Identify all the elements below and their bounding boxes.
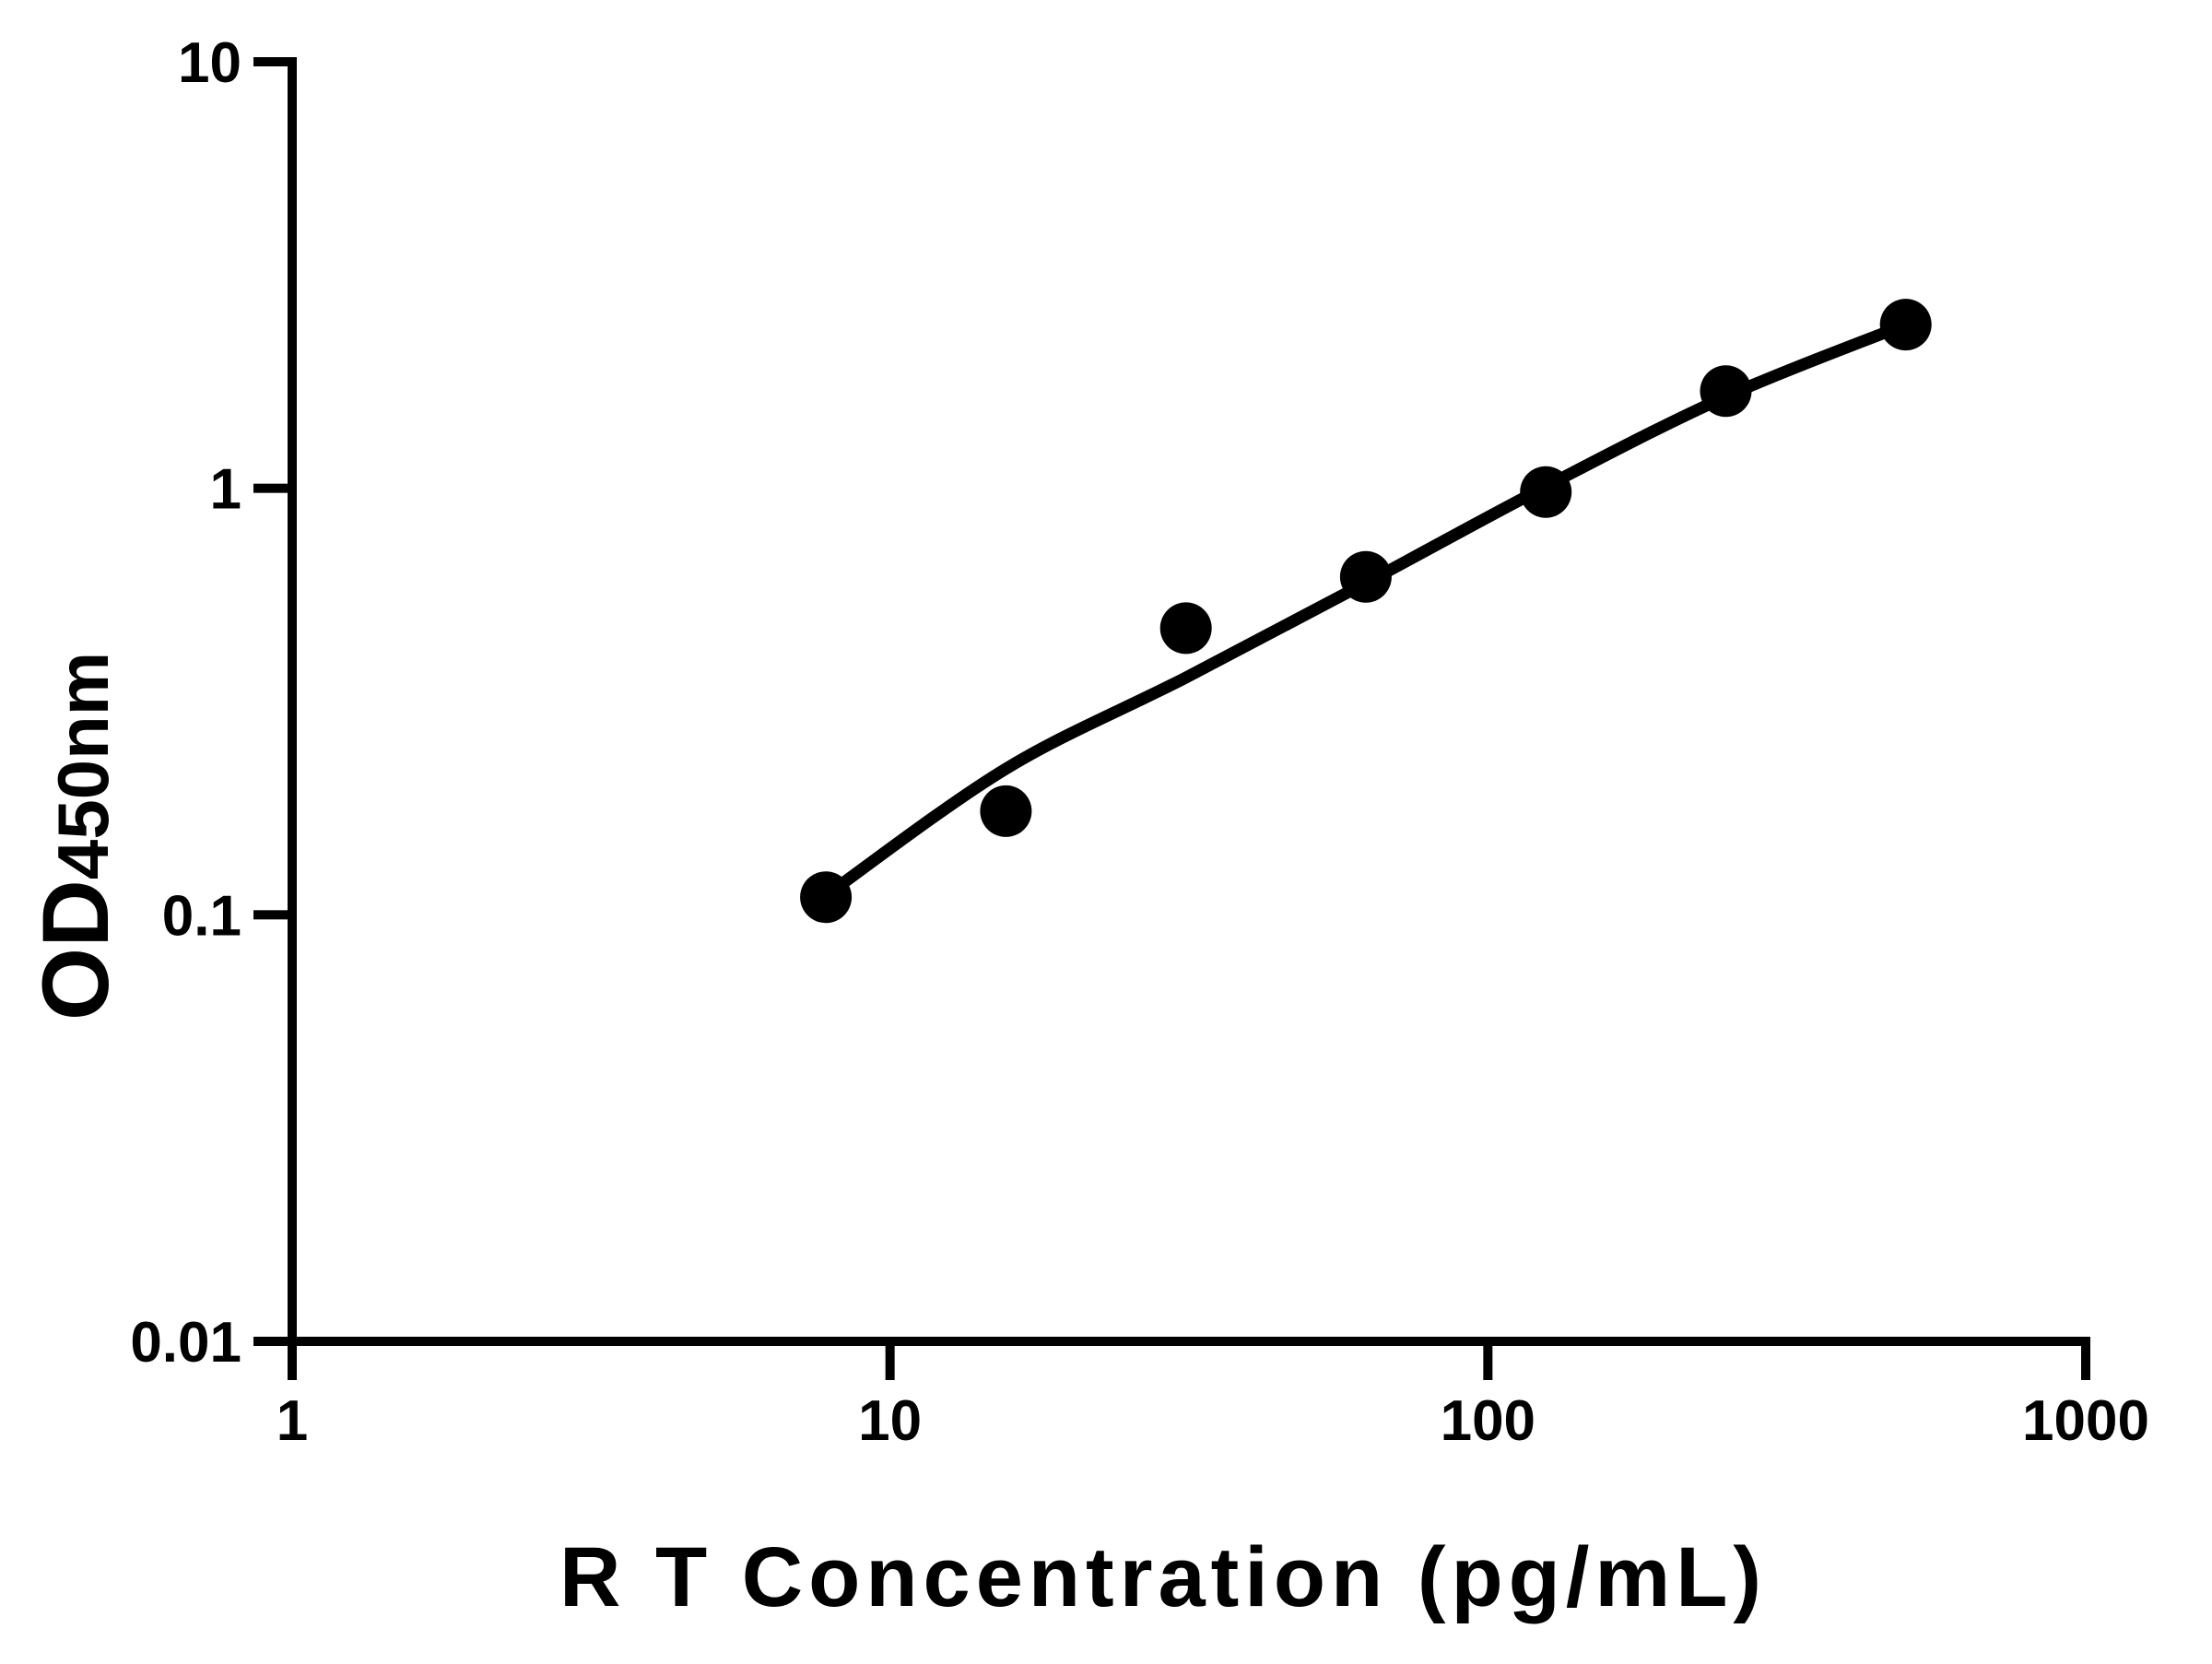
data-point: [1159, 602, 1212, 655]
data-points: [800, 299, 1932, 924]
y-tick: [253, 910, 292, 920]
y-axis-title-subscript: 450nm: [42, 652, 124, 879]
data-point: [800, 871, 853, 924]
y-tick: [253, 57, 292, 66]
y-tick: [253, 483, 292, 493]
x-tick: [1483, 1344, 1493, 1380]
x-axis-spine: [288, 1337, 2090, 1346]
x-tick-label: 10: [858, 1389, 922, 1453]
x-axis-ticks: [288, 1344, 2090, 1380]
y-tick-label: 0.01: [130, 1311, 241, 1375]
x-tick-label: 1: [276, 1389, 308, 1453]
x-axis-title: R T Concentration (pg/mL): [559, 1530, 1767, 1624]
y-tick-label: 1: [210, 458, 241, 522]
y-axis-title: OD450nm: [23, 652, 128, 1021]
y-axis-ticks: [253, 57, 292, 1346]
axes-spines: [288, 57, 2090, 1346]
data-point: [1520, 466, 1572, 518]
x-tick: [885, 1344, 895, 1380]
y-tick-label: 0.1: [162, 884, 241, 948]
data-point: [1700, 365, 1752, 418]
y-axis-tick-labels: 0.01 0.1 1 10: [130, 31, 241, 1375]
y-axis-title-main: OD: [23, 879, 128, 1021]
x-tick-label: 1000: [2022, 1389, 2149, 1453]
data-point: [1339, 550, 1392, 603]
data-point: [980, 785, 1032, 837]
data-point: [1879, 299, 1932, 351]
y-tick-label: 10: [178, 31, 241, 95]
x-axis-tick-labels: 1 10 100 1000: [276, 1389, 2149, 1453]
x-tick: [2081, 1344, 2090, 1380]
x-tick: [288, 1344, 297, 1380]
y-tick: [253, 1337, 292, 1346]
y-axis-spine: [288, 57, 297, 1346]
x-tick-label: 100: [1441, 1389, 1535, 1453]
